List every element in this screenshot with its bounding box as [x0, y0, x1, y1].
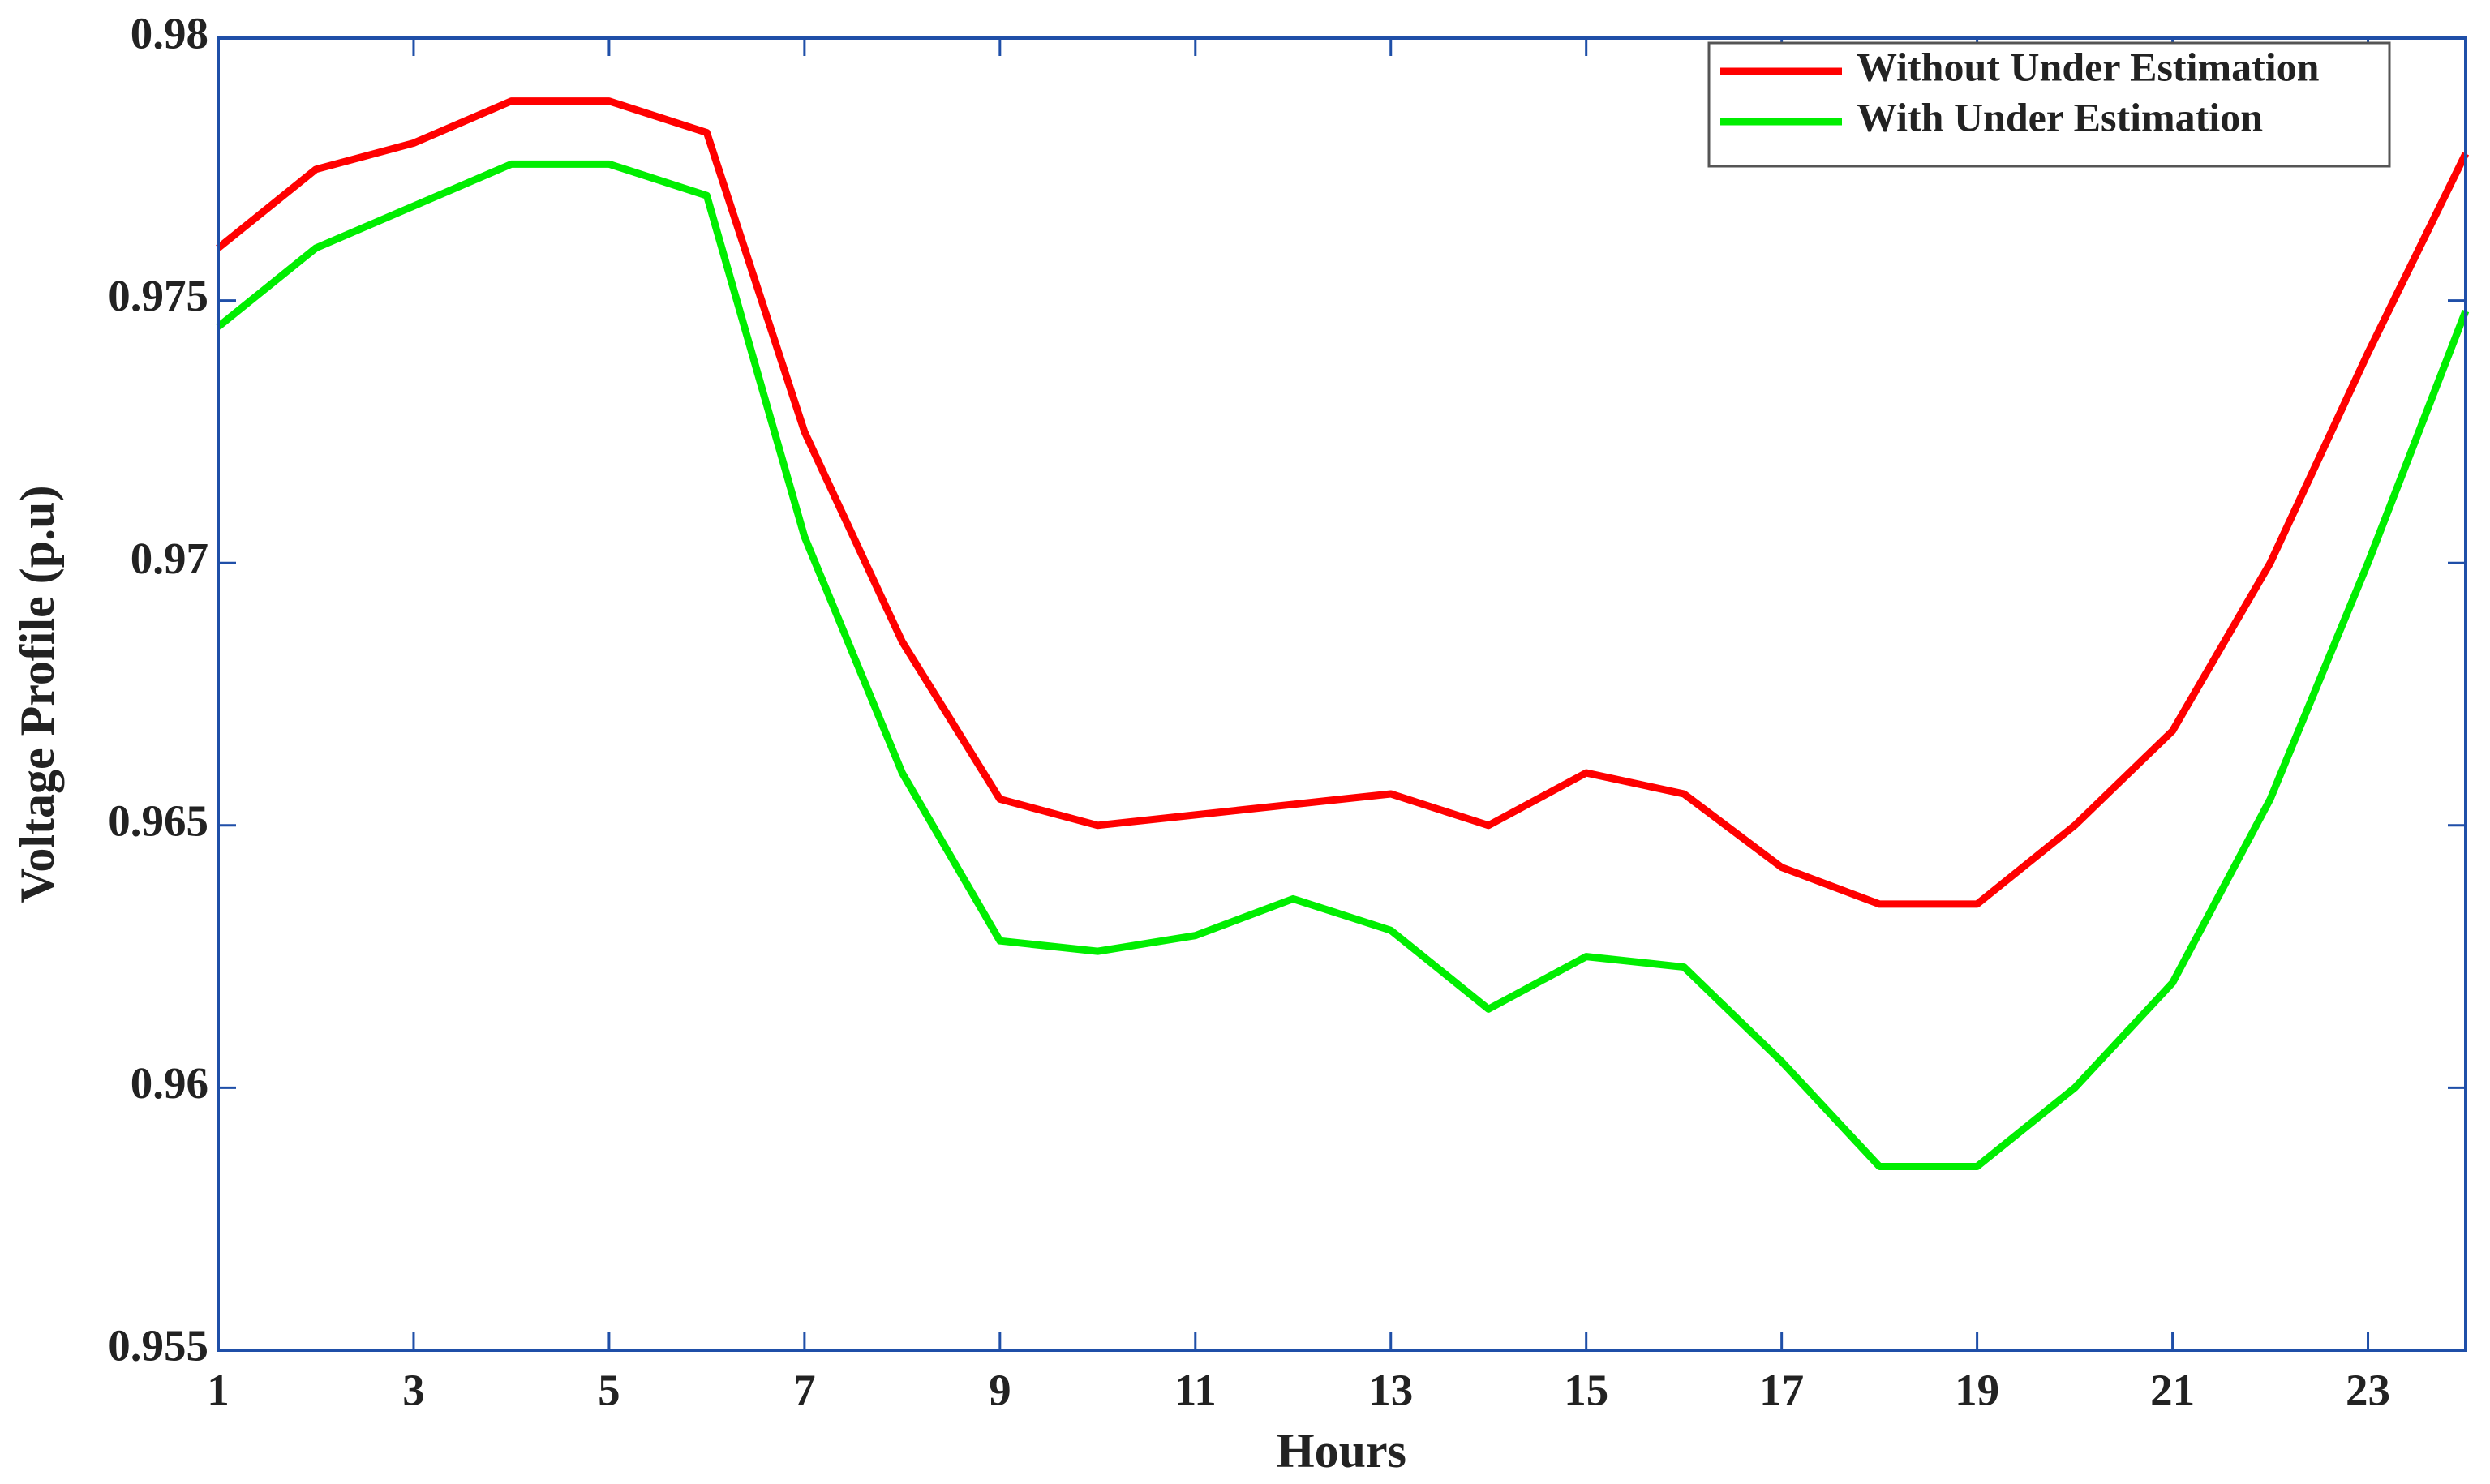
x-axis-label: Hours: [1277, 1424, 1406, 1478]
x-tick-label: 3: [402, 1366, 425, 1415]
legend-text: With Under Estimation: [1857, 94, 2263, 139]
x-tick-label: 19: [1955, 1366, 1999, 1415]
x-tick-label: 21: [2150, 1366, 2195, 1415]
x-tick-label: 11: [1174, 1366, 1217, 1415]
y-axis-label: Voltage Profile (p.u): [11, 486, 64, 903]
data-line: [216, 97, 2470, 908]
x-tick-label: 13: [1368, 1366, 1413, 1415]
x-tick-label: 17: [1759, 1366, 1804, 1415]
y-tick-label: 0.96: [131, 1058, 208, 1108]
x-tick-label: 15: [1564, 1366, 1608, 1415]
x-tick-label: 5: [598, 1366, 620, 1415]
x-tick-label: 1: [207, 1366, 230, 1415]
y-tick-label: 0.98: [131, 9, 208, 58]
plot-frame: [217, 36, 2467, 1352]
legend-box: [1707, 41, 2391, 168]
x-tick-label: 9: [989, 1366, 1011, 1415]
y-tick-label: 0.965: [108, 796, 208, 845]
data-line: [216, 160, 2470, 1170]
legend-text: Without Under Estimation: [1857, 44, 2320, 89]
y-tick-label: 0.975: [108, 271, 208, 320]
x-tick-label: 7: [793, 1366, 816, 1415]
y-tick-label: 0.97: [131, 534, 208, 583]
y-tick-label: 0.955: [108, 1321, 208, 1370]
x-tick-label: 23: [2346, 1366, 2390, 1415]
